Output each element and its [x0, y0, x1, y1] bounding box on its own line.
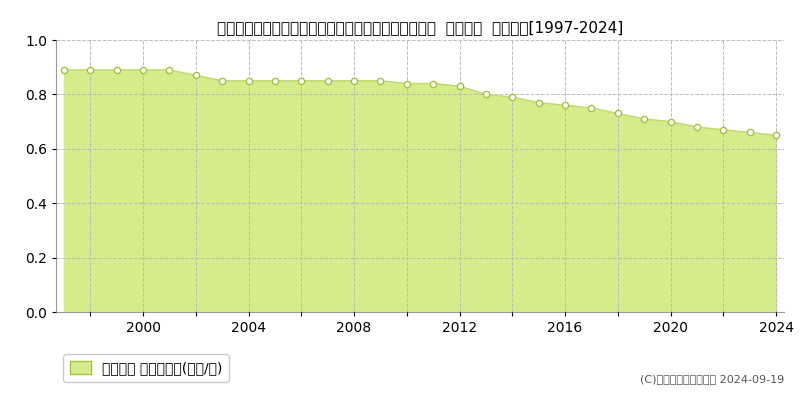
Title: 宮崎県東臼杵郡椎葉村大字下福良字山中２２７番６０  基準地価  地価推移[1997-2024]: 宮崎県東臼杵郡椎葉村大字下福良字山中２２７番６０ 基準地価 地価推移[1997-… — [217, 20, 623, 35]
Text: (C)土地価格ドットコム 2024-09-19: (C)土地価格ドットコム 2024-09-19 — [640, 374, 784, 384]
Legend: 基準地価 平均坪単価(万円/坪): 基準地価 平均坪単価(万円/坪) — [63, 354, 229, 382]
